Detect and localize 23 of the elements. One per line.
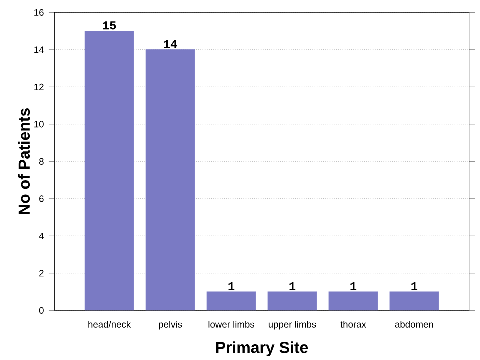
data-label: 1 bbox=[290, 282, 296, 290]
y-tick-label: 10 bbox=[34, 121, 44, 128]
x-tick-label: abdomen bbox=[395, 321, 434, 328]
data-label: 15 bbox=[103, 22, 116, 30]
data-label: 1 bbox=[228, 282, 235, 290]
y-tick-label: 16 bbox=[34, 9, 44, 16]
y-tick-label: 2 bbox=[40, 270, 44, 277]
data-label: 14 bbox=[164, 40, 178, 48]
y-tick-label: 0 bbox=[39, 307, 44, 314]
y-tick-label: 12 bbox=[34, 84, 44, 90]
data-label: 1 bbox=[350, 282, 357, 290]
x-tick-label: head/neck bbox=[88, 321, 132, 328]
y-tick-label: 8 bbox=[39, 158, 44, 165]
y-tick-label: 6 bbox=[40, 196, 44, 202]
x-tick-label: thorax bbox=[340, 321, 366, 328]
x-tick-label: upper limbs bbox=[268, 321, 316, 330]
y-axis-title: No of Patients bbox=[18, 108, 30, 214]
y-tick-label: 14 bbox=[34, 46, 44, 54]
data-label: 1 bbox=[412, 282, 418, 290]
x-tick-label: lower limbs bbox=[208, 321, 254, 328]
y-tick-label: 4 bbox=[39, 232, 44, 240]
x-tick-label: pelvis bbox=[159, 321, 182, 330]
x-axis-title: Primary Site bbox=[216, 342, 308, 356]
